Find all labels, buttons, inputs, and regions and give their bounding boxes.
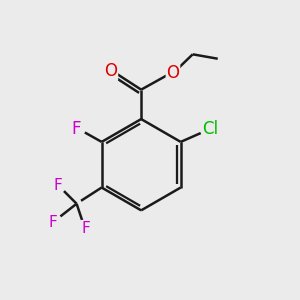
Text: O: O [104, 62, 117, 80]
Text: Cl: Cl [202, 120, 218, 138]
Text: O: O [167, 64, 179, 82]
Text: F: F [72, 120, 81, 138]
Text: F: F [49, 215, 57, 230]
Text: F: F [53, 178, 62, 193]
Text: F: F [81, 221, 90, 236]
